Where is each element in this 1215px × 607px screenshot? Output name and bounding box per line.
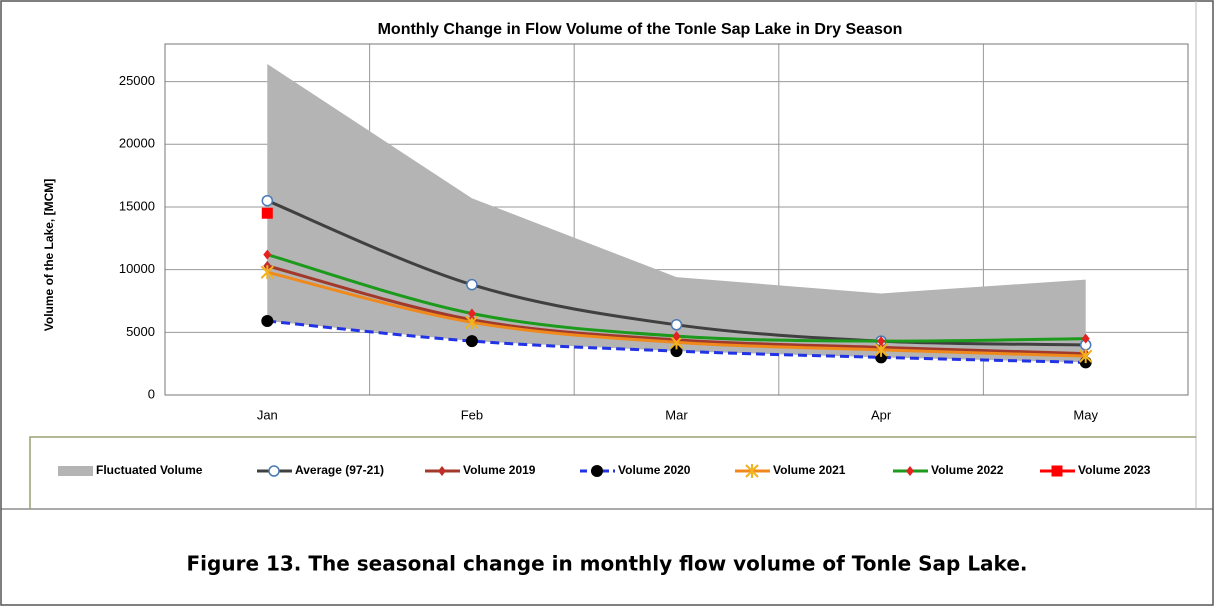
data-point	[261, 315, 274, 328]
legend-label: Volume 2021	[773, 463, 846, 477]
y-tick-label: 25000	[119, 73, 155, 88]
x-tick-label: May	[1073, 407, 1098, 422]
legend-marker	[906, 466, 914, 476]
legend-marker	[438, 466, 446, 476]
legend-box	[29, 436, 1196, 509]
legend-label: Volume 2023	[1078, 463, 1151, 477]
x-tick-label: Mar	[665, 407, 688, 422]
legend-marker	[268, 465, 280, 477]
data-point	[261, 207, 273, 219]
legend-label: Fluctuated Volume	[96, 463, 203, 477]
data-point	[465, 335, 478, 348]
y-tick-label: 10000	[119, 261, 155, 276]
legend-marker	[1051, 465, 1063, 477]
data-point	[263, 249, 272, 260]
data-point	[670, 345, 683, 358]
chart-title: Monthly Change in Flow Volume of the Ton…	[378, 21, 903, 38]
y-tick-label: 0	[148, 386, 155, 401]
fluctuation-band	[267, 64, 1086, 363]
legend-label: Volume 2020	[618, 463, 691, 477]
legend-label: Average (97-21)	[295, 463, 384, 477]
legend-label: Volume 2019	[463, 463, 536, 477]
y-tick-label: 5000	[126, 324, 155, 339]
y-tick-label: 15000	[119, 198, 155, 213]
y-axis-label: Volume of the Lake, [MCM]	[42, 179, 56, 331]
y-tick-label: 20000	[119, 136, 155, 151]
data-point	[467, 308, 476, 319]
legend-marker	[745, 464, 759, 478]
data-point	[875, 351, 888, 364]
caption: Figure 13. The seasonal change in monthl…	[187, 552, 1028, 576]
legend-swatch	[58, 466, 93, 476]
data-point	[260, 265, 275, 280]
x-tick-label: Feb	[461, 407, 483, 422]
x-tick-label: Jan	[257, 407, 278, 422]
data-point	[261, 194, 274, 207]
plot-frame	[164, 43, 1189, 396]
data-point	[672, 331, 681, 342]
data-point	[466, 278, 478, 291]
legend-label: Volume 2022	[931, 463, 1004, 477]
data-point	[670, 319, 683, 331]
legend-marker	[591, 465, 603, 477]
data-point	[1078, 349, 1093, 364]
data-point	[877, 336, 886, 347]
data-point	[1081, 333, 1090, 344]
x-tick-label: Apr	[871, 407, 892, 422]
